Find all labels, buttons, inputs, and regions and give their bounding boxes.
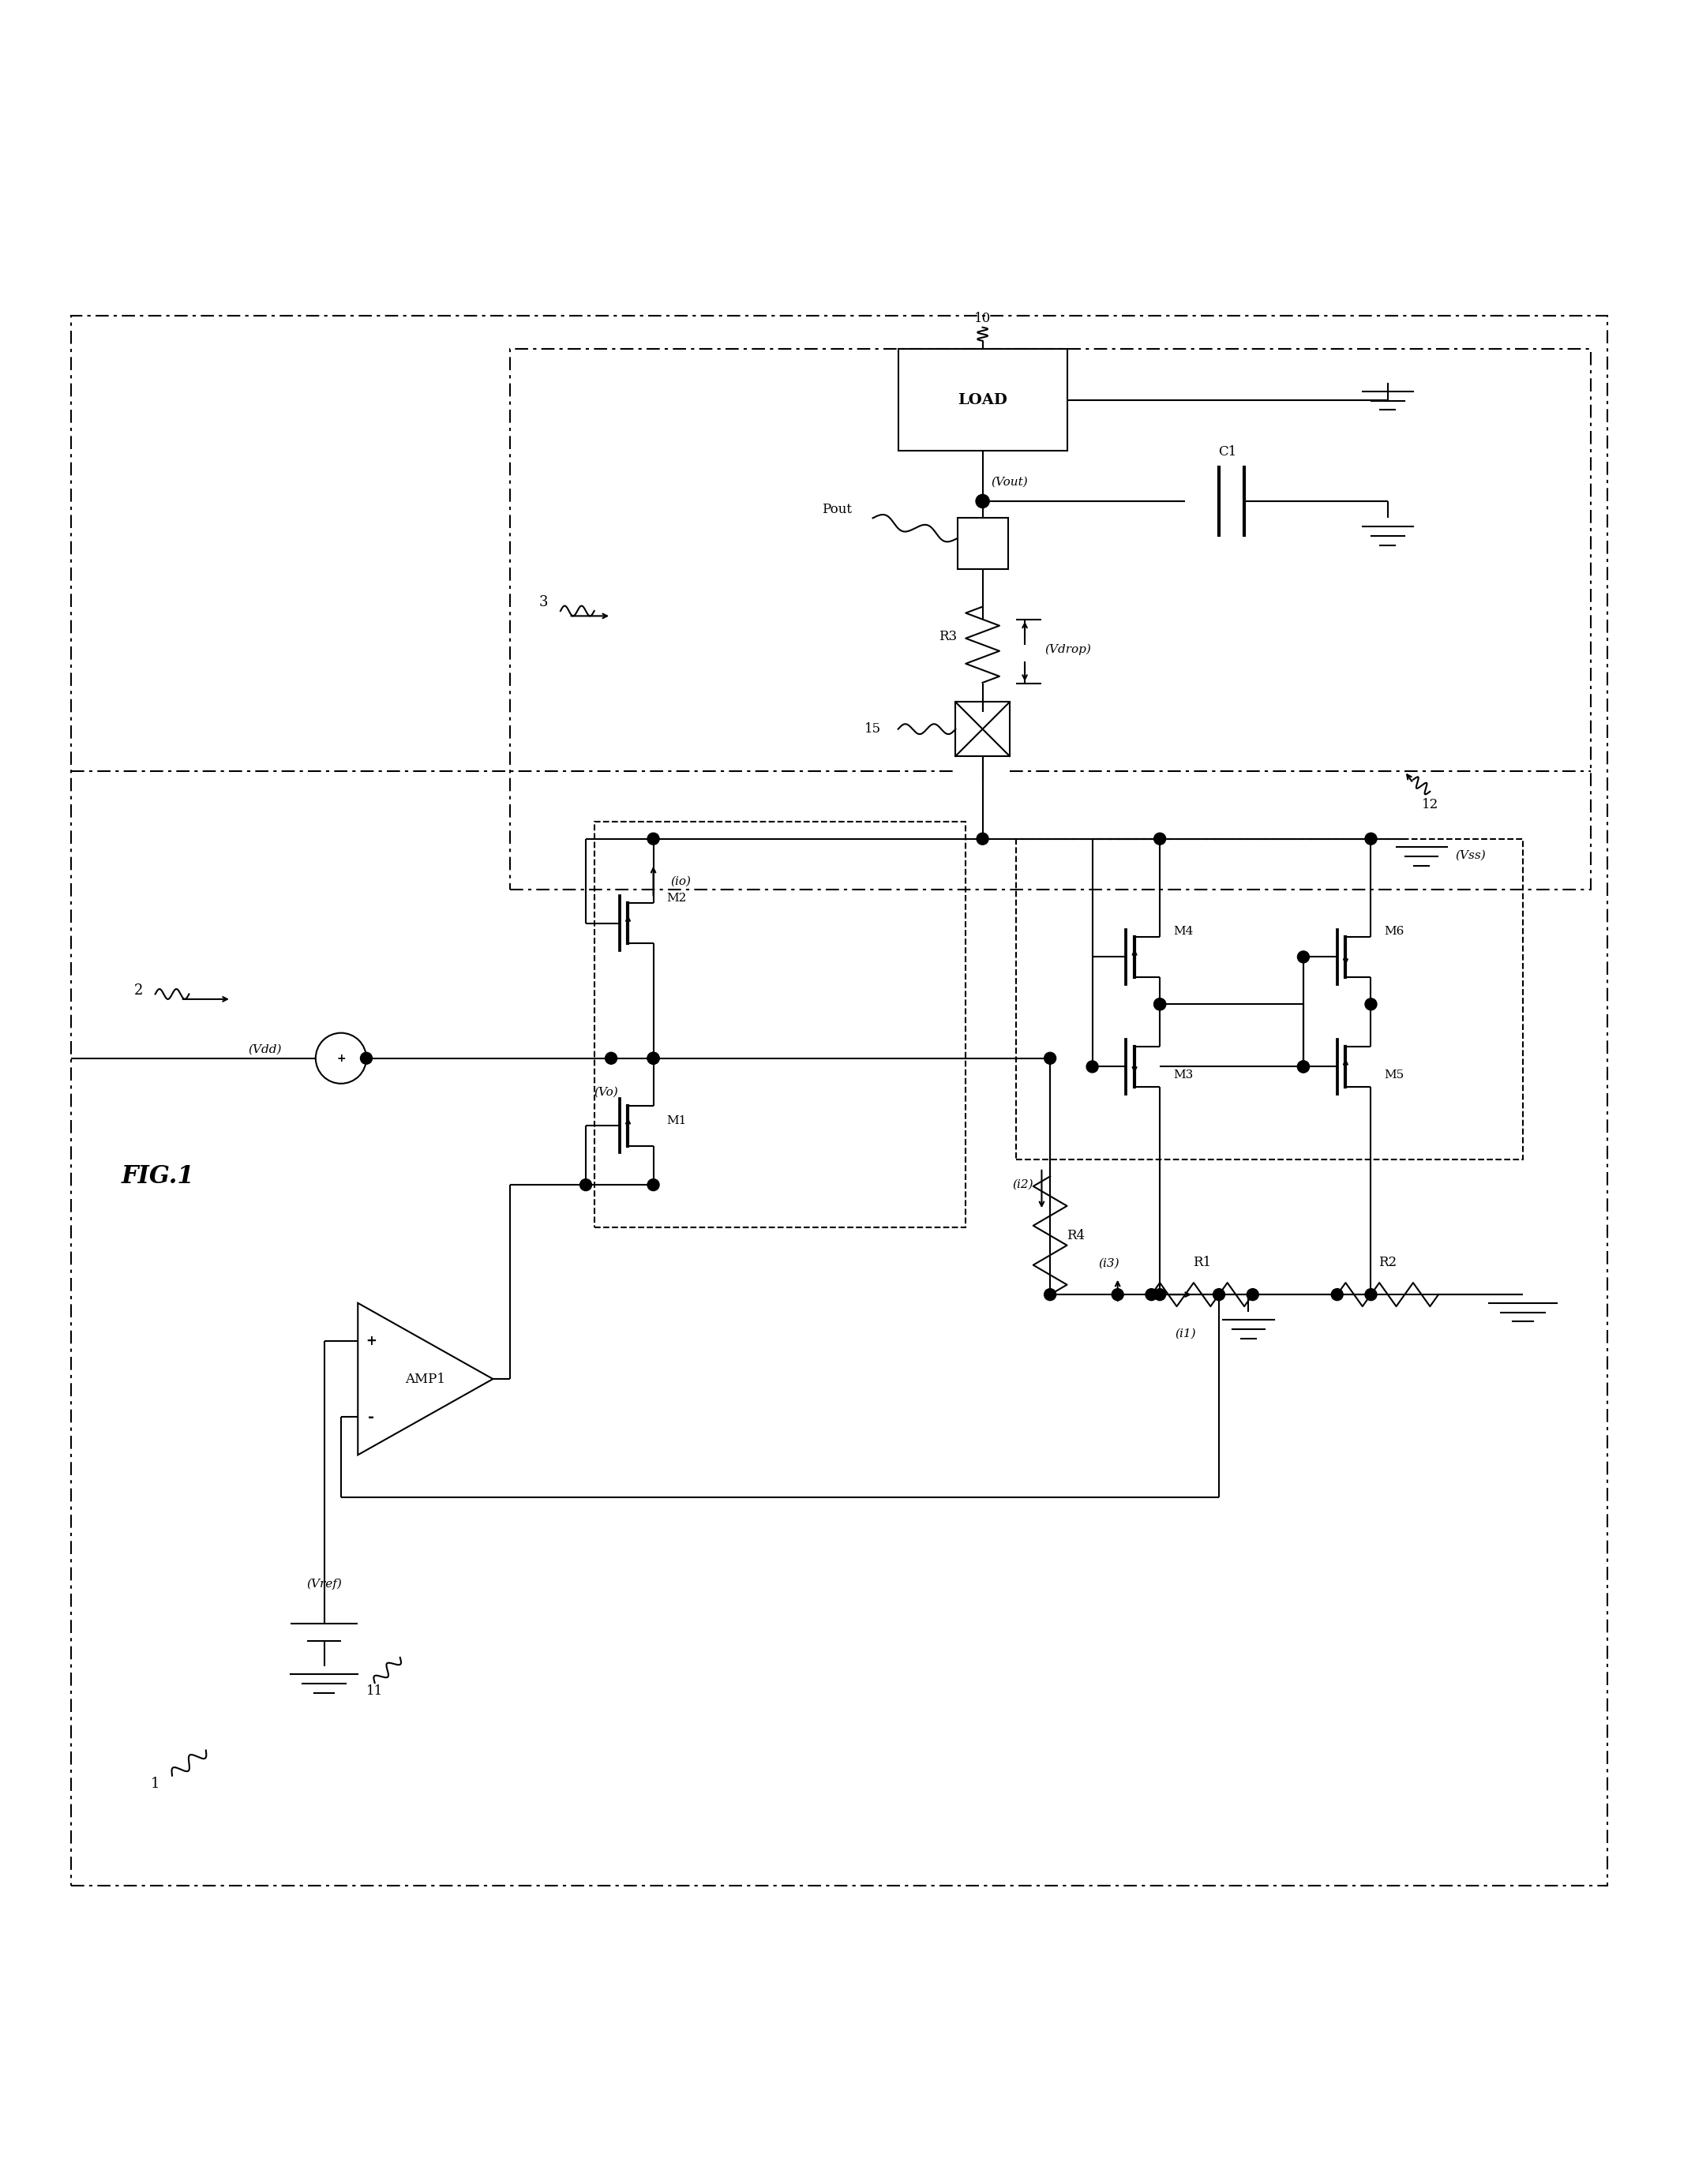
Text: M4: M4 xyxy=(1173,926,1193,937)
Circle shape xyxy=(1297,1061,1309,1072)
Text: M3: M3 xyxy=(1173,1070,1193,1081)
Text: M5: M5 xyxy=(1385,1070,1405,1081)
Bar xyxy=(898,349,1066,450)
Circle shape xyxy=(1331,1289,1342,1299)
Circle shape xyxy=(1364,1289,1376,1299)
Text: (i2): (i2) xyxy=(1012,1179,1034,1190)
Text: (i1): (i1) xyxy=(1175,1328,1195,1339)
Circle shape xyxy=(1364,832,1376,845)
Text: (Vdd): (Vdd) xyxy=(247,1044,281,1055)
Text: +: + xyxy=(366,1334,376,1348)
Circle shape xyxy=(1154,998,1166,1011)
Bar xyxy=(958,518,1009,568)
Circle shape xyxy=(1044,1053,1056,1064)
Bar xyxy=(510,349,1590,889)
Circle shape xyxy=(976,832,988,845)
Circle shape xyxy=(1154,998,1166,1011)
Text: FIG.1: FIG.1 xyxy=(122,1164,195,1188)
Text: 15: 15 xyxy=(864,723,881,736)
Text: M1: M1 xyxy=(666,1116,686,1127)
Text: 10: 10 xyxy=(975,312,992,325)
Circle shape xyxy=(1248,1289,1259,1299)
Circle shape xyxy=(1364,998,1376,1011)
Circle shape xyxy=(647,1179,659,1190)
Text: (i3): (i3) xyxy=(1098,1258,1120,1269)
Circle shape xyxy=(1086,1061,1098,1072)
Text: 12: 12 xyxy=(1422,799,1439,812)
Circle shape xyxy=(1154,832,1166,845)
Circle shape xyxy=(976,494,990,509)
Text: (Vdrop): (Vdrop) xyxy=(1046,644,1092,655)
Text: R3: R3 xyxy=(939,629,958,642)
Text: R2: R2 xyxy=(1378,1256,1397,1269)
Text: 11: 11 xyxy=(366,1684,383,1697)
Circle shape xyxy=(647,832,659,845)
Text: (io): (io) xyxy=(670,876,692,887)
Text: M2: M2 xyxy=(666,893,686,904)
Text: (Vref): (Vref) xyxy=(307,1579,342,1590)
Circle shape xyxy=(1112,1289,1124,1299)
Bar xyxy=(1017,839,1522,1160)
Circle shape xyxy=(1154,1289,1166,1299)
Circle shape xyxy=(580,1179,592,1190)
Text: 1: 1 xyxy=(151,1778,159,1791)
Text: 3: 3 xyxy=(539,596,547,609)
Text: AMP1: AMP1 xyxy=(405,1372,446,1385)
Text: +: + xyxy=(336,1053,346,1064)
Bar xyxy=(595,821,966,1227)
Circle shape xyxy=(1214,1289,1225,1299)
Text: R1: R1 xyxy=(1193,1256,1212,1269)
Text: C1: C1 xyxy=(1219,446,1237,459)
Text: Pout: Pout xyxy=(822,502,853,515)
Circle shape xyxy=(1297,950,1309,963)
Text: (Vout): (Vout) xyxy=(992,476,1027,487)
Text: (Vss): (Vss) xyxy=(1456,850,1487,860)
Circle shape xyxy=(1044,1289,1056,1299)
Bar xyxy=(956,701,1010,756)
Text: M6: M6 xyxy=(1385,926,1405,937)
Circle shape xyxy=(647,1053,659,1064)
Text: LOAD: LOAD xyxy=(958,393,1007,406)
Text: -: - xyxy=(368,1409,375,1424)
Circle shape xyxy=(1146,1289,1158,1299)
Circle shape xyxy=(361,1053,373,1064)
Text: (Vo): (Vo) xyxy=(595,1085,619,1099)
Text: 2: 2 xyxy=(134,983,142,998)
Text: R4: R4 xyxy=(1066,1230,1085,1243)
Circle shape xyxy=(1297,1061,1309,1072)
Circle shape xyxy=(647,1053,659,1064)
Circle shape xyxy=(605,1053,617,1064)
